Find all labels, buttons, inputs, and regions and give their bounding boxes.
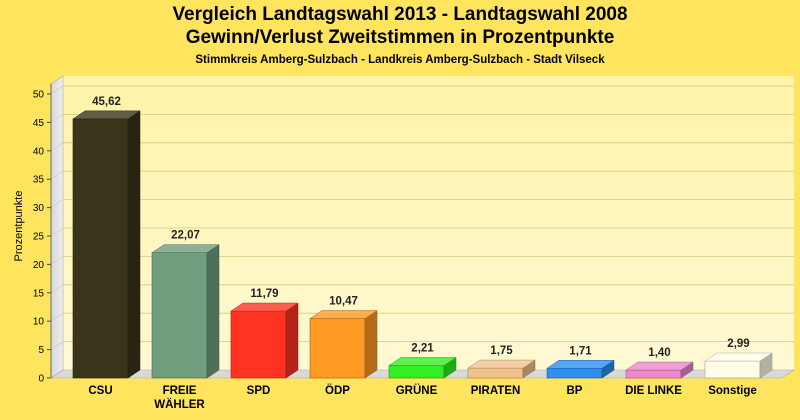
y-axis-title: Prozentpunkte bbox=[13, 191, 25, 262]
bar-top bbox=[546, 360, 615, 369]
gridline-side bbox=[50, 341, 64, 350]
bar-front bbox=[546, 367, 603, 379]
value-label: 10,47 bbox=[329, 296, 358, 308]
bar-front bbox=[704, 360, 761, 379]
y-tick-label: 40 bbox=[33, 146, 45, 157]
bar bbox=[72, 110, 141, 379]
y-tick-label: 0 bbox=[38, 374, 44, 385]
y-tick-label: 15 bbox=[33, 288, 45, 299]
bar-front bbox=[467, 367, 524, 379]
gridline-side bbox=[50, 256, 64, 265]
value-label: 22,07 bbox=[171, 230, 200, 242]
bar bbox=[625, 361, 694, 379]
bar-front bbox=[309, 318, 366, 379]
bar-front bbox=[625, 369, 682, 379]
value-label: 45,62 bbox=[92, 96, 121, 108]
value-label: 2,21 bbox=[411, 342, 434, 354]
y-tick-label: 20 bbox=[33, 260, 45, 271]
y-tick-label: 5 bbox=[38, 345, 44, 356]
value-label: 1,71 bbox=[569, 345, 592, 357]
bar-top bbox=[309, 310, 378, 319]
gridline-side bbox=[50, 85, 64, 95]
bar bbox=[704, 352, 773, 379]
bar bbox=[230, 302, 299, 379]
category-label: GRÜNE bbox=[396, 384, 438, 397]
gridline-side bbox=[50, 114, 64, 123]
value-label: 11,79 bbox=[250, 288, 278, 300]
bar-top bbox=[704, 352, 773, 362]
bar-side bbox=[364, 310, 378, 379]
bar-top bbox=[625, 361, 694, 371]
category-label: SPD bbox=[247, 385, 271, 397]
bar-side bbox=[285, 302, 299, 379]
gridline-side bbox=[50, 199, 64, 208]
category-label: ÖDP bbox=[325, 384, 350, 397]
category-label: CSU bbox=[88, 385, 112, 397]
gridline-side bbox=[50, 170, 64, 180]
category-label: BP bbox=[567, 385, 583, 397]
gridline-side bbox=[50, 284, 64, 294]
y-tick-label: 50 bbox=[33, 90, 45, 101]
y-tick-label: 35 bbox=[33, 175, 45, 186]
bar bbox=[388, 356, 457, 379]
y-tick-label: 30 bbox=[33, 203, 45, 214]
bar-top bbox=[467, 359, 536, 369]
category-label: Sonstige bbox=[708, 385, 757, 397]
bar bbox=[546, 359, 615, 379]
bar-side bbox=[206, 244, 220, 379]
value-label: 1,75 bbox=[490, 345, 513, 357]
bar bbox=[309, 310, 378, 379]
value-label: 1,40 bbox=[648, 347, 670, 359]
category-label: DIE LINKE bbox=[625, 385, 682, 397]
category-label: PIRATEN bbox=[471, 385, 521, 397]
y-tick-label: 25 bbox=[33, 232, 45, 243]
bar-front bbox=[151, 252, 208, 379]
bar-front bbox=[388, 365, 445, 379]
gridline-side bbox=[50, 312, 64, 322]
bar-front bbox=[72, 118, 129, 379]
chart-region-subtitle: Stimmkreis Amberg-Sulzbach - Landkreis A… bbox=[195, 54, 605, 66]
bar-side bbox=[127, 110, 141, 379]
gridline-side bbox=[50, 227, 64, 237]
y-tick-label: 45 bbox=[33, 118, 45, 129]
category-label: FREIE bbox=[163, 385, 197, 397]
bar bbox=[467, 359, 536, 379]
y-tick-label: 10 bbox=[33, 317, 45, 328]
value-label: 2,99 bbox=[727, 338, 749, 350]
chart-subtitle: Gewinn/Verlust Zweitstimmen in Prozentpu… bbox=[185, 27, 615, 48]
gridline-side bbox=[50, 142, 64, 152]
chart-title: Vergleich Landtagswahl 2013 - Landtagswa… bbox=[172, 4, 628, 25]
bar-top bbox=[72, 110, 141, 120]
plot-back-wall bbox=[63, 76, 794, 370]
bar-front bbox=[230, 310, 287, 379]
bar-top bbox=[230, 302, 299, 312]
bar-top bbox=[388, 357, 457, 366]
bar-top bbox=[151, 244, 220, 253]
bar bbox=[151, 244, 220, 379]
category-label: WÄHLER bbox=[154, 398, 205, 411]
